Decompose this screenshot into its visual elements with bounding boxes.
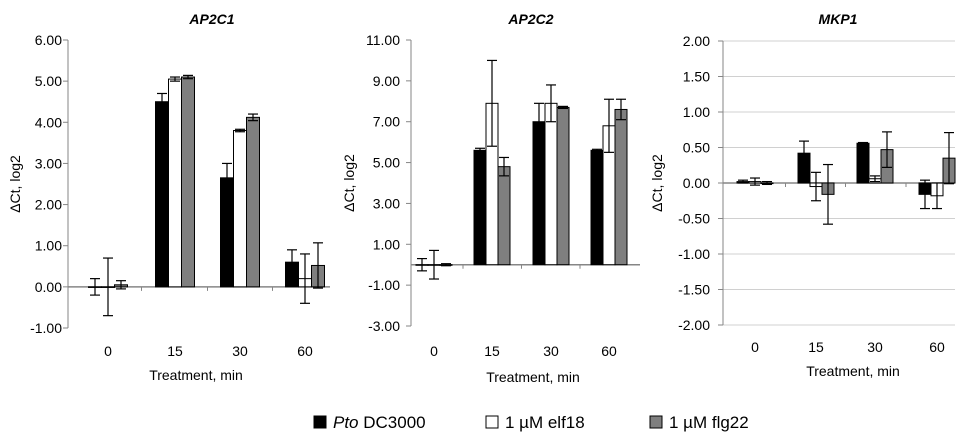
bar bbox=[473, 149, 487, 266]
bar bbox=[220, 177, 234, 288]
y-tick-label: 0.50 bbox=[683, 140, 710, 156]
y-axis-label: ΔCt, log2 bbox=[341, 154, 357, 212]
x-tick-label: 60 bbox=[601, 343, 617, 359]
y-axis-label: ΔCt, log2 bbox=[649, 154, 665, 212]
y-tick-label: -1.00 bbox=[678, 246, 710, 262]
bar bbox=[233, 130, 247, 288]
bar bbox=[168, 78, 182, 288]
bar bbox=[532, 121, 546, 266]
y-tick-label: 6.00 bbox=[35, 32, 62, 48]
x-tick-label: 15 bbox=[808, 339, 824, 355]
legend-label: 1 µM elf18 bbox=[505, 413, 585, 432]
y-tick-label: 1.50 bbox=[683, 69, 710, 85]
chart-2: AP2C2 -3.00 -1.00 1.00 3.00 5.00 7.00 9.00 11.00… bbox=[341, 11, 640, 385]
legend-swatch bbox=[649, 415, 663, 429]
y-tick-label: 1.00 bbox=[35, 238, 62, 254]
y-tick-label: 0.00 bbox=[683, 175, 710, 191]
y-tick-label: 2.00 bbox=[683, 33, 710, 49]
y-tick-label: 5.00 bbox=[35, 73, 62, 89]
bar bbox=[856, 142, 870, 184]
x-tick-label: 60 bbox=[297, 343, 313, 359]
y-tick-label: 1.00 bbox=[373, 236, 400, 252]
y-tick-label: 3.00 bbox=[35, 155, 62, 171]
x-tick-label: 0 bbox=[751, 339, 759, 355]
y-tick-label: 3.00 bbox=[373, 195, 400, 211]
legend-swatch bbox=[313, 415, 327, 429]
legend-label-text: 1 µM elf18 bbox=[505, 413, 585, 432]
bar bbox=[246, 116, 260, 288]
y-tick-label: -1.50 bbox=[678, 282, 710, 298]
y-tick-label: 11.00 bbox=[366, 32, 400, 48]
y-tick-label: 5.00 bbox=[373, 155, 400, 171]
y-tick-label: 1.00 bbox=[683, 104, 710, 120]
legend-label: 1 µM flg22 bbox=[669, 413, 749, 432]
y-tick-label: 7.00 bbox=[373, 114, 400, 130]
x-tick-label: 60 bbox=[929, 339, 945, 355]
y-tick-label: -0.50 bbox=[678, 211, 710, 227]
chart-3: MKP1 -2.00 -1.50 -1.00 -0.50 0.00 0.50 1.00 1.50… bbox=[649, 11, 956, 379]
bar bbox=[497, 166, 511, 266]
x-axis-label: Treatment, min bbox=[149, 367, 243, 383]
x-tick-label: 0 bbox=[430, 343, 438, 359]
y-axis-label: ΔCt, log2 bbox=[7, 155, 23, 213]
y-tick-label: -3.00 bbox=[368, 318, 400, 334]
legend-label-text: DC3000 bbox=[359, 413, 426, 432]
y-tick-label: -1.00 bbox=[30, 320, 62, 336]
legend-label-italic: Pto bbox=[333, 413, 359, 432]
bar bbox=[614, 108, 628, 266]
y-tick-label: 0.00 bbox=[35, 279, 62, 295]
bar bbox=[181, 76, 195, 288]
legend-label: Pto DC3000 bbox=[333, 413, 426, 432]
legend-swatch bbox=[485, 415, 499, 429]
bar bbox=[590, 149, 604, 266]
x-axis-label: Treatment, min bbox=[486, 369, 580, 385]
bar bbox=[556, 106, 570, 266]
x-tick-label: 30 bbox=[867, 339, 883, 355]
bar bbox=[544, 102, 558, 266]
chart-title: AP2C1 bbox=[188, 11, 234, 27]
y-tick-label: 9.00 bbox=[373, 73, 400, 89]
chart-1: AP2C1 -1.00 0.00 1.00 2.00 3.00 4.00 5.00 6.00 0 1… bbox=[7, 11, 330, 383]
x-tick-label: 15 bbox=[167, 343, 183, 359]
chart-title: AP2C2 bbox=[507, 11, 553, 27]
y-tick-label: 4.00 bbox=[35, 114, 62, 130]
bar bbox=[155, 101, 169, 288]
y-tick-label: 2.00 bbox=[35, 197, 62, 213]
x-tick-label: 0 bbox=[104, 343, 112, 359]
legend-label-text: 1 µM flg22 bbox=[669, 413, 749, 432]
x-tick-label: 30 bbox=[543, 343, 559, 359]
chart-title: MKP1 bbox=[819, 11, 858, 27]
y-tick-label: -2.00 bbox=[678, 317, 710, 333]
x-tick-label: 30 bbox=[232, 343, 248, 359]
legend: Pto DC3000 1 µM elf18 1 µM flg22 bbox=[313, 413, 749, 432]
y-tick-label: -1.00 bbox=[368, 277, 400, 293]
x-tick-label: 15 bbox=[484, 343, 500, 359]
x-axis-label: Treatment, min bbox=[806, 363, 900, 379]
